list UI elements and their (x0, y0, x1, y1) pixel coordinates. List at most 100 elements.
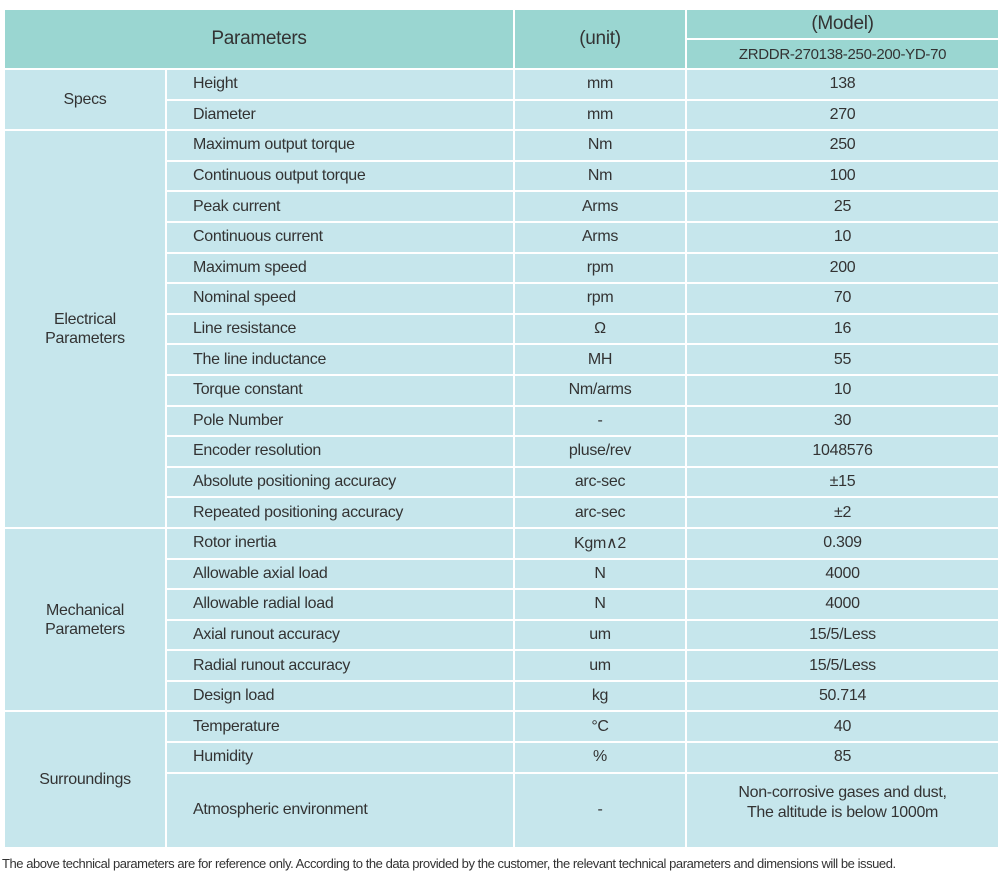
param-name: Continuous current (164, 220, 516, 254)
table-row: Atmospheric environment - Non-corrosive ga… (4, 771, 1000, 849)
param-value: 4000 (685, 557, 1000, 591)
group-label: Specs (3, 67, 167, 132)
param-value: Non-corrosive gases and dust, The altitud… (685, 771, 1000, 849)
footnote: The above technical parameters are for r… (2, 856, 896, 871)
table-row: Radial runout accuracy um 15/5/Less (4, 649, 1000, 682)
param-unit: kg (513, 679, 688, 713)
table-row: Pole Number -30 (4, 404, 1000, 438)
param-name: Nominal speed (164, 282, 516, 315)
table-row: Axial runout accuracy um 15/5/Less (4, 618, 1000, 652)
param-name: Line resistance (164, 312, 516, 346)
param-unit: pluse/rev (513, 435, 688, 468)
param-value: 15/5/Less (685, 618, 1000, 652)
header-unit: (unit) (513, 8, 688, 70)
table-row: The line inductance MH 55 (4, 343, 1000, 376)
group-label: Mechanical Parameters (3, 526, 167, 713)
param-unit: °C (513, 710, 688, 744)
param-value: 25 (685, 190, 1000, 223)
param-name: Torque constant (164, 373, 516, 407)
param-unit: rpm (513, 282, 688, 315)
param-name: Height (164, 68, 516, 101)
table-row: Allowable axial load N 4000 (4, 557, 1000, 591)
param-name: The line inductance (164, 343, 516, 376)
param-unit: mm (513, 68, 688, 101)
spec-table: Parameters (unit) (Model) ZRDDR-270138-2… (2, 8, 1000, 849)
param-value: 30 (685, 404, 1000, 438)
param-unit: Nm/arms (513, 373, 688, 407)
param-name: Humidity (164, 741, 516, 774)
header-parameters: Parameters (2, 8, 516, 70)
table-row: Humidity% 85 (4, 741, 1000, 774)
param-value: 10 (685, 373, 1000, 407)
param-name: Design load (164, 679, 516, 713)
param-value: 70 (685, 282, 1000, 315)
param-name: Diameter (164, 98, 516, 132)
param-unit: Arms (513, 190, 688, 223)
param-unit: rpm (513, 251, 688, 285)
value-line-1: Non-corrosive gases and dust, (738, 784, 947, 802)
param-unit: arc-sec (513, 496, 688, 529)
param-name: Absolute positioning accuracy (164, 465, 516, 499)
table-row: Nominal speed rpm 70 (4, 282, 1000, 315)
header-model-id: ZRDDR-270138-250-200-YD-70 (685, 38, 1000, 70)
param-name: Temperature (164, 710, 516, 744)
param-value: 55 (685, 343, 1000, 376)
param-value: 100 (685, 159, 1000, 193)
param-unit: mm (513, 98, 688, 132)
param-value: 15/5/Less (685, 649, 1000, 682)
param-unit: um (513, 618, 688, 652)
param-unit: Ω (513, 312, 688, 346)
param-unit: - (513, 771, 688, 849)
param-unit: N (513, 557, 688, 591)
param-unit: Nm (513, 159, 688, 193)
param-name: Maximum speed (164, 251, 516, 285)
table-row: Encoder resolution pluse/rev 1048576 (4, 435, 1000, 468)
param-name: Radial runout accuracy (164, 649, 516, 682)
param-value: 50.714 (685, 679, 1000, 713)
param-name: Rotor inertia (164, 526, 516, 560)
table-row: Absolute positioning accuracy arc-sec ±15 (4, 465, 1000, 499)
table-row: Repeated positioning accuracy arc-sec ±2 (4, 496, 1000, 529)
param-unit: Arms (513, 220, 688, 254)
param-value: 200 (685, 251, 1000, 285)
param-unit: MH (513, 343, 688, 376)
param-unit: Kgm∧2 (513, 526, 688, 560)
param-name: Maximum output torque (164, 129, 516, 162)
table-row: Line resistance Ω 16 (4, 312, 1000, 346)
table-row: Continuous current Arms 10 (4, 220, 1000, 254)
param-name: Allowable radial load (164, 588, 516, 621)
param-unit: - (513, 404, 688, 438)
param-value: ±15 (685, 465, 1000, 499)
param-name: Atmospheric environment (164, 771, 516, 849)
param-name: Pole Number (164, 404, 516, 438)
table-row: Diameter mm 270 (4, 98, 1000, 132)
param-name: Encoder resolution (164, 435, 516, 468)
table-row: Peak current Arms 25 (4, 190, 1000, 223)
param-value: 138 (685, 68, 1000, 101)
param-value: 250 (685, 129, 1000, 162)
param-value: 10 (685, 220, 1000, 254)
param-name: Allowable axial load (164, 557, 516, 591)
table-row: Surroundings Temperature °C 40 (3, 710, 1000, 849)
table-row: Continuous output torque Nm 100 (4, 159, 1000, 193)
param-value: 85 (685, 741, 1000, 774)
table-row: Specs Height mm 138 (3, 67, 1000, 132)
param-unit: arc-sec (513, 465, 688, 499)
param-value: 40 (685, 710, 1000, 744)
table-row: Torque constant Nm/arms 10 (4, 373, 1000, 407)
param-value: ±2 (685, 496, 1000, 529)
param-unit: um (513, 649, 688, 682)
header-model: (Model) (685, 8, 1000, 40)
param-name: Axial runout accuracy (164, 618, 516, 652)
table-row: Maximum speed rpm 200 (4, 251, 1000, 285)
param-name: Repeated positioning accuracy (164, 496, 516, 529)
group-label: Surroundings (3, 710, 167, 849)
param-value: 16 (685, 312, 1000, 346)
table-row: Allowable radial load N 4000 (4, 588, 1000, 621)
param-name: Peak current (164, 190, 516, 223)
table-row: Electrical Parameters Maximum output torq… (3, 129, 1000, 529)
param-value: 4000 (685, 588, 1000, 621)
param-value: 270 (685, 98, 1000, 132)
param-unit: Nm (513, 129, 688, 162)
param-unit: N (513, 588, 688, 621)
